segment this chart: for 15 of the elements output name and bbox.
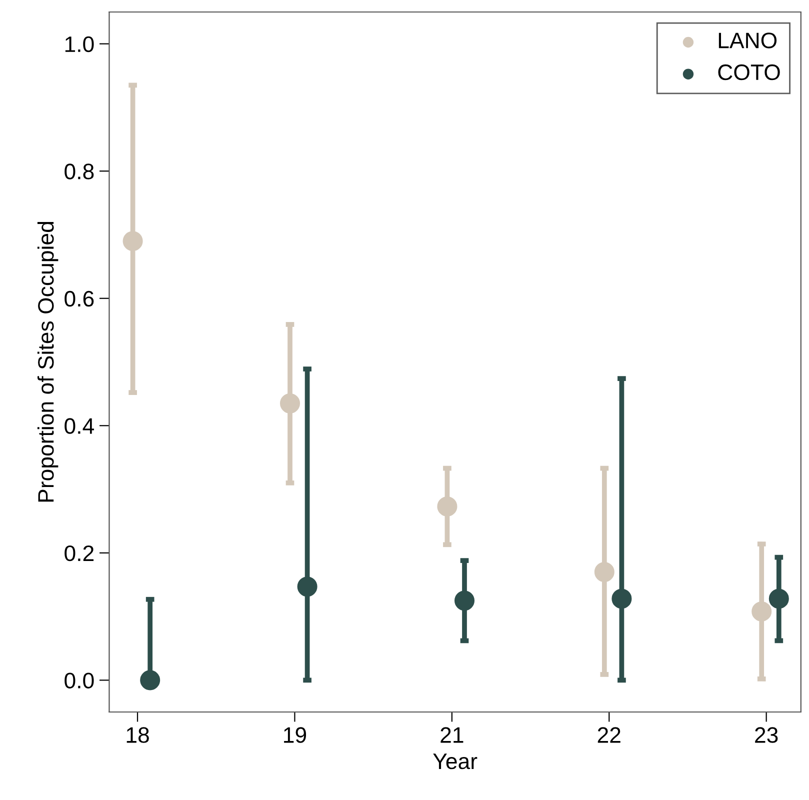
y-axis-title: Proportion of Sites Occupied bbox=[37, 222, 58, 502]
legend-label: COTO bbox=[718, 64, 780, 80]
x-tick-label: 18 bbox=[126, 727, 149, 743]
x-axis-title: Year bbox=[433, 754, 478, 770]
x-tick-label: 19 bbox=[284, 727, 306, 743]
x-tick-label: 23 bbox=[755, 727, 778, 743]
y-tick-label: 1.0 bbox=[65, 36, 94, 52]
x-tick-label: 22 bbox=[598, 727, 620, 743]
y-tick-label: 0.8 bbox=[64, 164, 94, 180]
y-tick-label: 0.4 bbox=[64, 418, 94, 434]
y-tick-label: 0.6 bbox=[64, 290, 94, 307]
legend-label: LANO bbox=[718, 32, 777, 48]
x-tick-label: 21 bbox=[440, 727, 464, 743]
y-tick-label: 0.0 bbox=[64, 672, 94, 688]
y-tick-label: 0.2 bbox=[64, 545, 94, 562]
